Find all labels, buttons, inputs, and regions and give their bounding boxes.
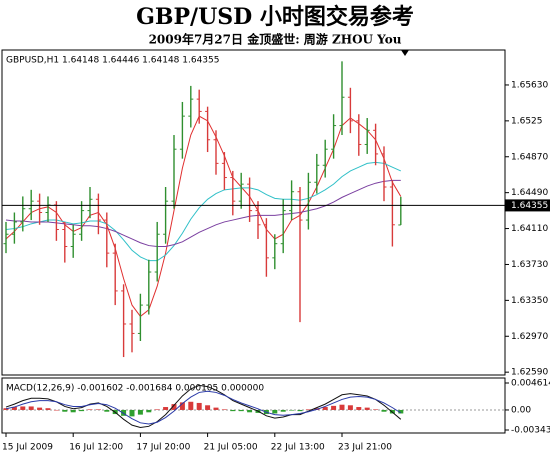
y-tick-label: -0.00343 bbox=[511, 426, 550, 436]
histogram-bar bbox=[238, 409, 244, 412]
histogram-bar bbox=[356, 407, 362, 410]
chart-subtitle: 2009年7月27日 金顶盛世: 周游 ZHOU You bbox=[149, 32, 402, 47]
y-tick-label: 1.62590 bbox=[511, 368, 548, 378]
y-tick-label: 1.6525 bbox=[511, 116, 543, 126]
histogram-bar bbox=[129, 409, 135, 417]
histogram-bar bbox=[272, 409, 278, 414]
y-tick-label: 1.65630 bbox=[511, 80, 548, 90]
histogram-bar bbox=[339, 404, 345, 410]
x-tick-label: 21 Jul 05:00 bbox=[204, 443, 258, 453]
histogram-bar bbox=[188, 401, 194, 410]
moving-average bbox=[5, 115, 402, 318]
histogram-bar bbox=[137, 409, 143, 415]
chart-title: GBP/USD 小时图交易参考 bbox=[136, 4, 414, 30]
histogram-bar bbox=[179, 402, 185, 410]
macd-info: MACD(12,26,9) -0.001602 -0.001684 0.0001… bbox=[6, 384, 264, 394]
y-tick-label: 1.64870 bbox=[511, 152, 548, 162]
last-price-box bbox=[505, 199, 550, 212]
moving-average bbox=[5, 179, 401, 248]
y-tick-label: 1.63350 bbox=[511, 296, 548, 306]
moving-average bbox=[5, 161, 402, 262]
histogram-bar bbox=[28, 406, 34, 410]
histogram-bar bbox=[95, 409, 101, 410]
histogram-bar bbox=[331, 405, 337, 410]
histogram-bar bbox=[289, 409, 295, 411]
histogram-bar bbox=[62, 409, 68, 412]
price-panel bbox=[1, 49, 506, 376]
histogram-bar bbox=[247, 409, 253, 413]
histogram-bar bbox=[213, 407, 219, 410]
histogram-bar bbox=[381, 409, 387, 412]
histogram-bar bbox=[163, 407, 169, 410]
histogram-bar bbox=[146, 409, 152, 413]
y-tick-label: 1.63730 bbox=[511, 260, 548, 270]
histogram-bar bbox=[45, 408, 51, 410]
histogram-bar bbox=[322, 407, 328, 410]
histogram-bar bbox=[364, 407, 370, 410]
histogram-bar bbox=[221, 409, 227, 410]
histogram-bar bbox=[305, 409, 311, 410]
histogram-bar bbox=[205, 405, 211, 410]
histogram-bar bbox=[196, 402, 202, 410]
shift-marker bbox=[401, 50, 409, 56]
x-tick-label: 23 Jul 21:00 bbox=[338, 443, 392, 453]
y-tick-label: 1.62970 bbox=[511, 332, 548, 342]
x-tick-label: 22 Jul 13:00 bbox=[271, 443, 325, 453]
histogram-bar bbox=[79, 409, 85, 412]
last-price-label: 1.64355 bbox=[511, 201, 548, 211]
histogram-bar bbox=[70, 409, 76, 413]
x-tick-label: 17 Jul 20:00 bbox=[136, 443, 190, 453]
histogram-bar bbox=[104, 409, 110, 412]
histogram-bar bbox=[154, 409, 160, 410]
histogram-bar bbox=[280, 409, 286, 412]
histogram-bar bbox=[11, 407, 17, 410]
histogram-bar bbox=[347, 405, 353, 410]
histogram-bar bbox=[53, 409, 59, 411]
y-tick-label: 0.004614 bbox=[511, 379, 550, 389]
histogram-bar bbox=[373, 409, 379, 410]
histogram-bar bbox=[297, 409, 303, 412]
y-tick-label: 0.00 bbox=[511, 405, 531, 415]
y-tick-label: 1.64490 bbox=[511, 188, 548, 198]
x-tick-label: 16 Jul 12:00 bbox=[69, 443, 123, 453]
histogram-bar bbox=[398, 409, 404, 414]
histogram-bar bbox=[20, 406, 26, 410]
macd-line bbox=[5, 384, 402, 428]
histogram-bar bbox=[230, 409, 236, 412]
macd-line bbox=[5, 390, 402, 425]
histogram-bar bbox=[171, 404, 177, 410]
x-tick-label: 15 Jul 2009 bbox=[2, 443, 53, 453]
y-tick-label: 1.64110 bbox=[511, 224, 548, 234]
histogram-bar bbox=[37, 407, 43, 410]
price-info: GBPUSD,H1 1.64148 1.64446 1.64148 1.6435… bbox=[6, 56, 219, 66]
histogram-bar bbox=[87, 409, 93, 410]
histogram-bar bbox=[3, 408, 9, 410]
